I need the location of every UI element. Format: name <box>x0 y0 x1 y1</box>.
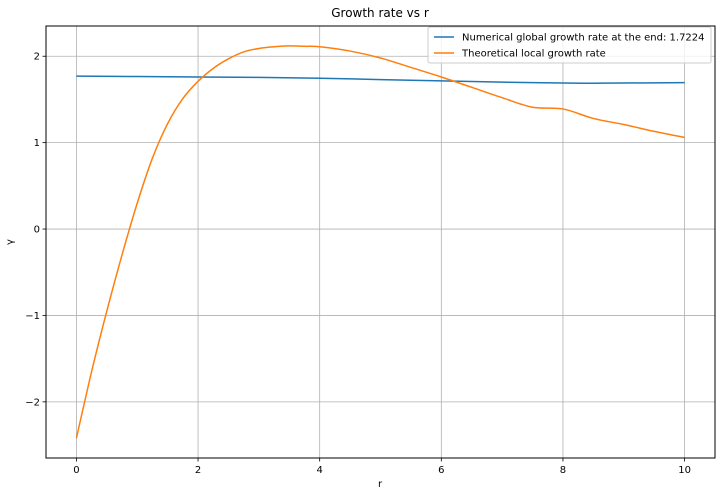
legend: Numerical global growth rate at the end:… <box>427 26 712 64</box>
x-tick-label: 2 <box>195 465 201 476</box>
x-tick-label: 4 <box>316 465 322 476</box>
series-group <box>75 45 685 439</box>
x-tick-label: 6 <box>438 465 444 476</box>
y-tick-label: −2 <box>25 397 40 408</box>
legend-label-2: Theoretical local growth rate <box>461 49 606 60</box>
x-tick-label: 8 <box>560 465 566 476</box>
legend-label-1: Numerical global growth rate at the end:… <box>462 33 705 44</box>
y-tick-label: −1 <box>25 311 40 322</box>
y-tick-label: 2 <box>34 52 40 63</box>
x-axis-label: r <box>378 479 383 490</box>
legend-box <box>427 26 712 64</box>
grid <box>46 26 715 458</box>
y-axis-label: γ <box>5 239 16 245</box>
chart-title: Growth rate vs r <box>331 6 429 20</box>
y-tick-label: 1 <box>34 138 40 149</box>
series-line-2 <box>75 45 685 439</box>
ticks: 0 2 4 6 8 10 −2 −1 0 1 2 <box>25 52 691 476</box>
x-tick-label: 10 <box>678 465 691 476</box>
plot-frame <box>45 25 716 459</box>
y-tick-label: 0 <box>34 225 40 236</box>
series-line-1 <box>76 75 685 84</box>
x-tick-label: 0 <box>73 465 79 476</box>
